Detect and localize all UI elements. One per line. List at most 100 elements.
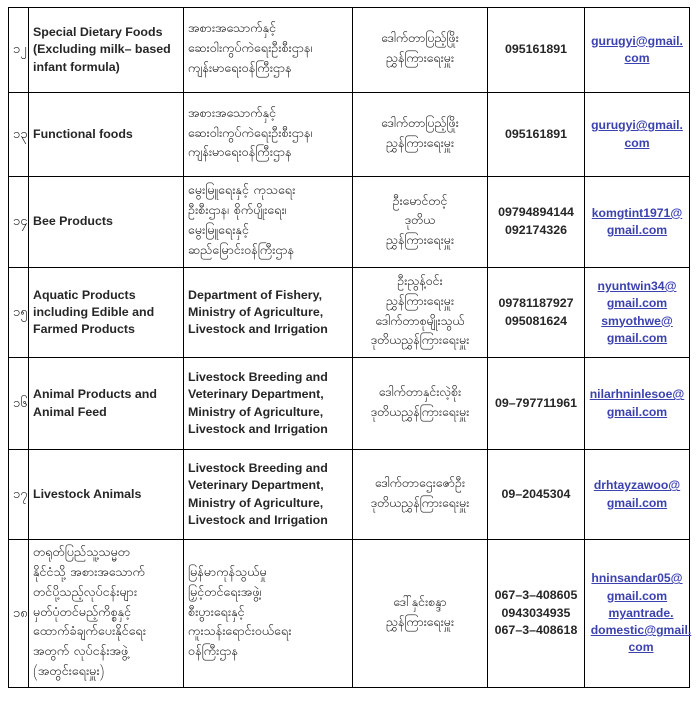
phone-number: 09781187927 bbox=[498, 295, 574, 310]
table-row: ၁၈ တရုတ်ပြည်သူ့သမ္မတ နိုင်ငံသို့ အစားအသေ… bbox=[8, 539, 691, 688]
department-label: အစားအသောက်နှင့် ဆေးဝါးကွပ်ကဲရေးဦးစီးဌာန၊… bbox=[188, 21, 313, 79]
person-label: ဒေါ်နှင်းစန္ဒာ ညွှန်ကြားရေးမှူး bbox=[385, 594, 455, 633]
email-cell: gurugyi@gmail. com bbox=[584, 92, 690, 177]
email-cell: nyuntwin34@ gmail.com smyothwe@ gmail.co… bbox=[584, 267, 690, 358]
item-label: Functional foods bbox=[33, 126, 133, 141]
row-number-cell: ၁၂ bbox=[8, 7, 29, 93]
email-link[interactable]: komgtint1971@ gmail.com bbox=[591, 205, 683, 237]
row-number-cell: ၁၆ bbox=[8, 357, 29, 450]
table-row: ၁၃ Functional foods အစားအသောက်နှင့် ဆေးဝ… bbox=[8, 92, 690, 177]
email-link[interactable]: hninsandar05@ gmail.com bbox=[591, 571, 683, 603]
row-number-cell: ၁၇ bbox=[8, 449, 29, 540]
item-cell: Animal Products and Animal Feed bbox=[28, 357, 184, 450]
department-label: မြန်မာကုန်သွယ်မှု မြှင့်တင်ရေးအဖွဲ့၊ စီး… bbox=[188, 564, 292, 663]
email-cell: gurugyi@gmail. com bbox=[584, 7, 690, 93]
phone-number: 09–2045304 bbox=[501, 486, 571, 501]
person-label: ဒေါက်တာပြည့်ဖြိုး ညွှန်ကြားရေးမှူး bbox=[381, 115, 459, 154]
row-number-cell: ၁၈ bbox=[8, 539, 29, 688]
row-number-cell: ၁၃ bbox=[8, 92, 29, 177]
phone-cell: 067–3–408605 0943034935 067–3–408618 bbox=[487, 539, 585, 688]
person-cell: ဒေါ်နှင်းစန္ဒာ ညွှန်ကြားရေးမှူး bbox=[352, 539, 488, 688]
person-cell: ဦးမောင်တင့် ဒုတိယ ညွှန်ကြားရေးမှူး bbox=[352, 176, 488, 268]
phone-number: 067–3–408618 bbox=[494, 623, 578, 638]
table-row: ၁၆ Animal Products and Animal Feed Lives… bbox=[8, 357, 690, 450]
phone-cell: 09–2045304 bbox=[487, 449, 585, 540]
person-label: ဒေါက်တာဌေးဇော်ဦး ဒုတိယညွှန်ကြားရေးမှူး bbox=[370, 475, 470, 514]
person-cell: ဒေါက်တာပြည့်ဖြိုး ညွှန်ကြားရေးမှူး bbox=[352, 7, 488, 93]
phone-cell: 095161891 bbox=[487, 92, 585, 177]
phone-cell: 09781187927 095081624 bbox=[487, 267, 585, 358]
registration-contact-table: ၁၂ Special Dietary Foods (Excluding milk… bbox=[8, 7, 691, 688]
phone-number: 095081624 bbox=[504, 313, 568, 328]
table-row: ၁၂ Special Dietary Foods (Excluding milk… bbox=[8, 7, 690, 93]
person-label: ဒေါက်တာပြည့်ဖြိုး ညွှန်ကြားရေးမှူး bbox=[381, 31, 459, 69]
item-label: Aquatic Products including Edible and Fa… bbox=[33, 287, 155, 337]
department-cell: အစားအသောက်နှင့် ဆေးဝါးကွပ်ကဲရေးဦးစီးဌာန၊… bbox=[183, 92, 353, 177]
phone-cell: 095161891 bbox=[487, 7, 585, 93]
item-label: Special Dietary Foods (Excluding milk– b… bbox=[33, 25, 171, 74]
item-label: တရုတ်ပြည်သူ့သမ္မတ နိုင်ငံသို့ အစားအသောက်… bbox=[33, 544, 146, 683]
row-number: ၁၇ bbox=[13, 485, 28, 505]
row-number-cell: ၁၄ bbox=[8, 176, 29, 268]
department-cell: Livestock Breeding and Veterinary Depart… bbox=[183, 449, 353, 540]
department-label: မွေးမြူရေးနှင့် ကုသရေး ဦးစီးဌာန၊ စိုက်ပျ… bbox=[188, 183, 296, 261]
phone-number: 09–797711961 bbox=[494, 395, 577, 410]
person-cell: ဦးညွန့်ဝင်း ညွှန်ကြားရေးမှူး ဒေါက်တာစုမျ… bbox=[352, 267, 488, 358]
department-cell: Livestock Breeding and Veterinary Depart… bbox=[183, 357, 353, 450]
phone-number: 09794894144 bbox=[498, 205, 574, 220]
phone-cell: 09–797711961 bbox=[487, 357, 585, 450]
row-number: ၁၂ bbox=[13, 41, 27, 61]
person-cell: ဒေါက်တာနှင်းလဲ့စိုး ဒုတိယညွှန်ကြားရေးမှူ… bbox=[352, 357, 488, 450]
item-label: Bee Products bbox=[33, 214, 113, 229]
row-number: ၁၃ bbox=[13, 125, 28, 145]
phone-number: 092174326 bbox=[504, 223, 568, 237]
item-cell: Special Dietary Foods (Excluding milk– b… bbox=[28, 7, 184, 93]
email-cell: komgtint1971@ gmail.com bbox=[584, 176, 690, 268]
table-body: ၁၂ Special Dietary Foods (Excluding milk… bbox=[8, 7, 691, 688]
department-label: Livestock Breeding and Veterinary Depart… bbox=[188, 370, 328, 436]
email-link[interactable]: nyuntwin34@ gmail.com bbox=[597, 278, 677, 311]
person-label: ဦးညွန့်ဝင်း ညွှန်ကြားရေးမှူး ဒေါက်တာစုမျ… bbox=[370, 274, 470, 352]
row-number-cell: ၁၅ bbox=[8, 267, 29, 358]
phone-number: 067–3–408605 bbox=[494, 587, 578, 602]
item-cell: တရုတ်ပြည်သူ့သမ္မတ နိုင်ငံသို့ အစားအသောက်… bbox=[28, 539, 184, 688]
email-cell: drhtayzawoo@ gmail.com bbox=[584, 449, 690, 540]
row-number: ၁၄ bbox=[13, 213, 28, 233]
table-row: ၁၇ Livestock Animals Livestock Breeding … bbox=[8, 449, 690, 540]
department-cell: မြန်မာကုန်သွယ်မှု မြှင့်တင်ရေးအဖွဲ့၊ စီး… bbox=[183, 539, 353, 688]
phone-number: 0943034935 bbox=[501, 605, 571, 620]
item-cell: Functional foods bbox=[28, 92, 184, 177]
department-cell: အစားအသောက်နှင့် ဆေးဝါးကွပ်ကဲရေးဦးစီးဌာန၊… bbox=[183, 7, 353, 93]
department-label: Department of Fishery, Ministry of Agric… bbox=[188, 287, 328, 337]
phone-number: 095161891 bbox=[504, 42, 568, 56]
department-cell: Department of Fishery, Ministry of Agric… bbox=[183, 267, 353, 358]
department-cell: မွေးမြူရေးနှင့် ကုသရေး ဦးစီးဌာန၊ စိုက်ပျ… bbox=[183, 176, 353, 268]
person-cell: ဒေါက်တာဌေးဇော်ဦး ဒုတိယညွှန်ကြားရေးမှူး bbox=[352, 449, 488, 540]
row-number: ၁၆ bbox=[13, 394, 28, 414]
row-number: ၁၅ bbox=[13, 303, 28, 323]
email-link[interactable]: nilarhninlesoe@ gmail.com bbox=[589, 387, 685, 419]
person-label: ဦးမောင်တင့် ဒုတိယ ညွှန်ကြားရေးမှူး bbox=[385, 193, 455, 251]
department-label: Livestock Breeding and Veterinary Depart… bbox=[188, 461, 328, 527]
email-link[interactable]: drhtayzawoo@ gmail.com bbox=[593, 478, 681, 510]
item-cell: Bee Products bbox=[28, 176, 184, 268]
item-cell: Aquatic Products including Edible and Fa… bbox=[28, 267, 184, 358]
table-row: ၁၄ Bee Products မွေးမြူရေးနှင့် ကုသရေး ဦ… bbox=[8, 176, 690, 268]
department-label: အစားအသောက်နှင့် ဆေးဝါးကွပ်ကဲရေးဦးစီးဌာန၊… bbox=[188, 105, 313, 164]
email-link[interactable]: gurugyi@gmail. com bbox=[591, 118, 683, 150]
phone-cell: 09794894144 092174326 bbox=[487, 176, 585, 268]
email-cell: nilarhninlesoe@ gmail.com bbox=[584, 357, 690, 450]
email-link[interactable]: myantrade. domestic@gmail. com bbox=[590, 605, 692, 655]
email-link[interactable]: gurugyi@gmail. com bbox=[591, 33, 683, 65]
email-link[interactable]: smyothwe@ gmail.com bbox=[601, 313, 673, 345]
email-cell: hninsandar05@ gmail.com myantrade. domes… bbox=[584, 539, 691, 688]
item-cell: Livestock Animals bbox=[28, 449, 184, 540]
person-cell: ဒေါက်တာပြည့်ဖြိုး ညွှန်ကြားရေးမှူး bbox=[352, 92, 488, 177]
row-number: ၁၈ bbox=[13, 604, 28, 624]
item-label: Animal Products and Animal Feed bbox=[33, 387, 157, 419]
person-label: ဒေါက်တာနှင်းလဲ့စိုး ဒုတိယညွှန်ကြားရေးမှူ… bbox=[370, 384, 470, 423]
table-row: ၁၅ Aquatic Products including Edible and… bbox=[8, 267, 690, 358]
item-label: Livestock Animals bbox=[33, 486, 142, 501]
phone-number: 095161891 bbox=[504, 126, 568, 141]
